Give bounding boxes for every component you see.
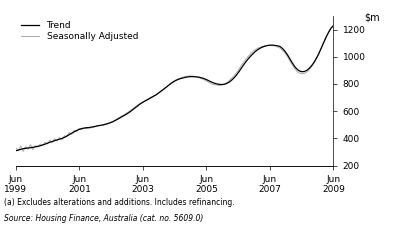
Text: Source: Housing Finance, Australia (cat. no. 5609.0): Source: Housing Finance, Australia (cat.… [4, 214, 203, 223]
Y-axis label: $m: $m [364, 13, 380, 23]
Legend: Trend, Seasonally Adjusted: Trend, Seasonally Adjusted [20, 20, 139, 42]
Text: (a) Excludes alterations and additions. Includes refinancing.: (a) Excludes alterations and additions. … [4, 198, 235, 207]
